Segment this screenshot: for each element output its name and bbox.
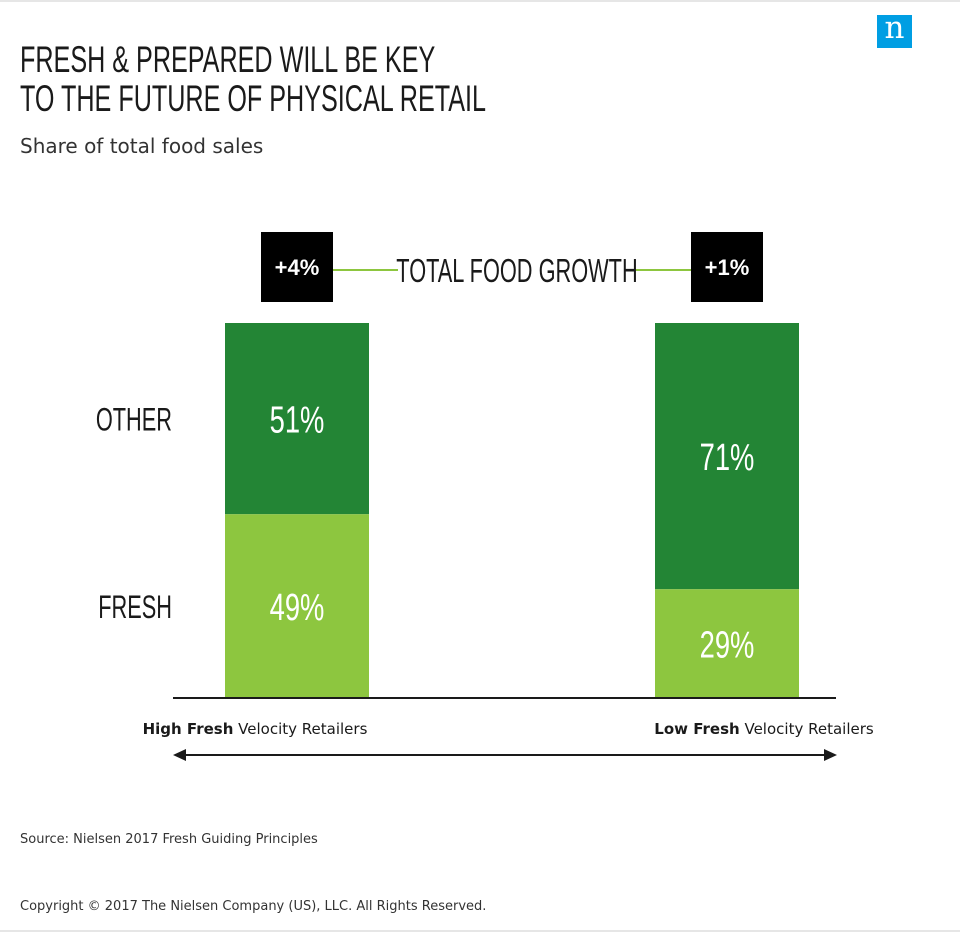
data-label-other-2: 71% — [700, 437, 755, 479]
copyright-note: Copyright © 2017 The Nielsen Company (US… — [20, 899, 487, 914]
chart-title-line-2: TO THE FUTURE OF PHYSICAL RETAIL — [20, 78, 487, 119]
growth-label: TOTAL FOOD GROWTH — [396, 252, 637, 289]
data-label-fresh-1: 49% — [270, 587, 325, 629]
logo-letter: n — [884, 10, 905, 46]
source-note: Source: Nielsen 2017 Fresh Guiding Princ… — [20, 832, 318, 847]
arrow-head-left — [173, 749, 186, 761]
bar-other-1 — [225, 323, 369, 515]
growth-badge-right — [691, 232, 763, 302]
legend-label-fresh: FRESH — [98, 589, 172, 625]
category-label-1: High Fresh Velocity Retailers — [143, 720, 368, 738]
data-label-other-1: 51% — [270, 399, 325, 441]
bar-fresh-2 — [655, 589, 799, 698]
category-label-2-rest: Velocity Retailers — [740, 720, 874, 738]
legend-label-other: OTHER — [96, 401, 172, 437]
nielsen-logo: n — [877, 10, 912, 48]
bar-fresh-1 — [225, 514, 369, 698]
growth-value-right: +1% — [705, 255, 750, 280]
arrow-head-right — [824, 749, 837, 761]
bar-other-2 — [655, 323, 799, 590]
category-label-1-bold: High Fresh — [143, 720, 234, 738]
chart-title: FRESH & PREPARED WILL BE KEY TO THE FUTU… — [20, 40, 486, 118]
chart-subtitle: Share of total food sales — [20, 134, 264, 158]
growth-badge-left — [261, 232, 333, 302]
growth-value-left: +4% — [275, 255, 320, 280]
category-label-2-bold: Low Fresh — [654, 720, 739, 738]
data-label-fresh-2: 29% — [700, 624, 755, 666]
category-label-1-rest: Velocity Retailers — [233, 720, 367, 738]
category-label-2: Low Fresh Velocity Retailers — [654, 720, 874, 738]
chart-title-line-1: FRESH & PREPARED WILL BE KEY — [20, 39, 436, 80]
